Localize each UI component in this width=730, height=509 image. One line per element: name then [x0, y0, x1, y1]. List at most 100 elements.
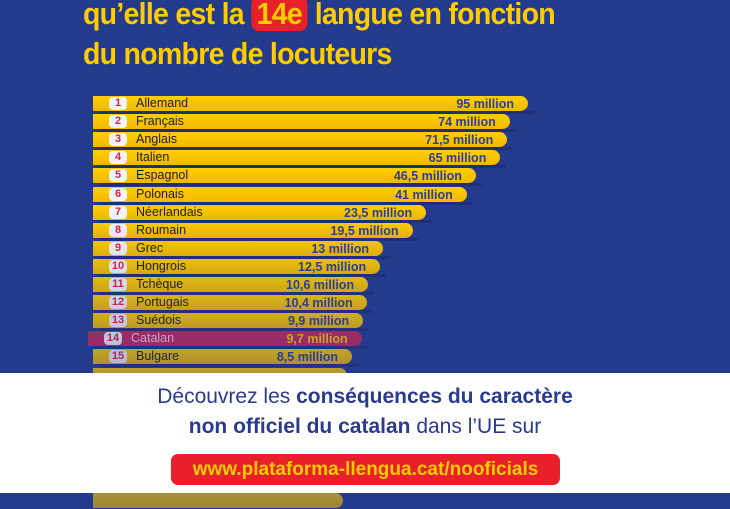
language-label: Néerlandais: [136, 204, 203, 219]
row-underline: [99, 183, 482, 187]
language-label: Français: [136, 114, 184, 129]
rank-badge: 12: [109, 296, 127, 310]
bar: [93, 493, 343, 508]
bar: [93, 132, 508, 148]
bar: [93, 349, 352, 365]
footer-line-1: Découvrez les conséquences du caractère: [0, 385, 730, 409]
value-label: 65 million: [428, 151, 487, 166]
language-label: Hongrois: [136, 258, 187, 273]
rank-badge: 10: [109, 259, 127, 273]
rank-highlight: 14e: [251, 0, 308, 31]
row-underline: [99, 328, 370, 332]
bar: [93, 204, 427, 220]
row-underline: [99, 255, 389, 259]
chart-row: 12 Portugais 10,4 million: [93, 295, 373, 314]
value-label: 12,5 million: [298, 259, 367, 274]
chart-row: 14 Catalan 9,7 million: [88, 331, 368, 350]
value-label: 9,9 million: [287, 314, 350, 329]
value-label: 23,5 million: [344, 205, 413, 220]
value-label: 71,5 million: [425, 133, 494, 148]
bar: [93, 295, 367, 311]
row-underline: [99, 273, 387, 277]
chart-row: 2 Français 74 million: [93, 114, 516, 133]
bar: [93, 222, 413, 238]
language-label: Allemand: [136, 96, 189, 110]
bar: [93, 168, 476, 184]
language-label: Bulgare: [136, 349, 180, 364]
chart-row: 10 Hongrois 12,5 million: [93, 258, 387, 277]
footer-line-2: non officiel du catalan dans l’UE sur: [0, 415, 730, 439]
bar: [93, 258, 381, 274]
rank-badge: 6: [109, 187, 127, 201]
bar: [88, 331, 362, 347]
chart-row: 3 Anglais 71,5 million: [93, 132, 514, 151]
value-label: 41 million: [395, 187, 453, 202]
row-underline: [99, 201, 473, 205]
chart-row: 5 Espagnol 46,5 million: [93, 168, 482, 187]
bar: [93, 114, 510, 130]
language-label: Catalan: [131, 331, 175, 346]
language-label: Tchèque: [136, 277, 184, 291]
row-underline: [99, 129, 516, 133]
bar: [93, 240, 383, 256]
language-label: Polonais: [136, 186, 184, 201]
chart-row: 7 Néerlandais 23,5 million: [93, 204, 433, 223]
chart-row: 1 Allemand 95 million: [93, 96, 534, 114]
rank-badge: 7: [109, 205, 127, 219]
rank-badge: 9: [109, 241, 127, 255]
footer-text-bold: non officiel du catalan: [188, 415, 411, 438]
bar: [93, 313, 364, 329]
rank-badge: 3: [109, 133, 127, 147]
footer-text: Découvrez les: [157, 385, 291, 408]
language-label: Grec: [136, 240, 164, 255]
footer-text: dans l’UE sur: [416, 415, 542, 438]
value-label: 10,6 million: [286, 278, 355, 292]
language-label: Roumain: [136, 222, 187, 237]
footer-text-bold: conséquences du caractère: [296, 385, 573, 408]
bar: [93, 150, 501, 166]
row-underline: [99, 219, 433, 223]
chart-row: 15 Bulgare 8,5 million: [93, 349, 358, 368]
value-label: 10,4 million: [284, 296, 353, 311]
website-link[interactable]: www.plataforma-llengua.cat/nooficials: [171, 454, 560, 485]
bar: [93, 186, 467, 202]
row-underline: [99, 237, 419, 241]
row-underline: [99, 147, 514, 151]
rank-badge: 11: [109, 278, 127, 291]
value-label: 9,7 million: [286, 332, 348, 347]
value-label: 13 million: [311, 241, 369, 256]
chart-row-partial: [93, 493, 343, 509]
rank-badge: 1: [109, 97, 127, 110]
language-label: Italien: [136, 150, 170, 165]
value-label: 46,5 million: [393, 169, 462, 184]
row-underline: [99, 364, 358, 368]
chart-row: 13 Suédois 9,9 million: [93, 313, 370, 332]
rank-badge: 15: [109, 350, 127, 364]
language-label: Portugais: [136, 295, 189, 310]
language-label: Suédois: [136, 313, 182, 328]
value-label: 19,5 million: [330, 223, 399, 238]
row-underline: [99, 292, 375, 295]
rank-badge: 5: [109, 169, 127, 183]
rank-badge: 13: [109, 314, 127, 328]
row-underline: [99, 310, 373, 314]
row-underline: [99, 111, 534, 114]
value-label: 8,5 million: [276, 350, 338, 365]
language-label: Anglais: [136, 132, 177, 147]
bar: [93, 277, 369, 292]
chart-row: 8 Roumain 19,5 million: [93, 222, 419, 241]
language-label: Espagnol: [136, 168, 189, 183]
chart-row: 4 Italien 65 million: [93, 150, 507, 169]
rank-badge: 8: [109, 223, 127, 237]
chart-row: 9 Grec 13 million: [93, 240, 389, 259]
headline-line-1: qu’elle est la 14e langue en fonction: [83, 0, 556, 32]
value-label: 95 million: [456, 97, 514, 111]
chart-row: 6 Polonais 41 million: [93, 186, 473, 205]
row-underline: [94, 346, 368, 350]
chart-row: 11 Tchèque 10,6 million: [93, 277, 375, 295]
rank-badge: 14: [104, 332, 122, 346]
value-label: 74 million: [438, 115, 496, 130]
rank-badge: 2: [109, 115, 127, 129]
footer-band: Découvrez les conséquences du caractère …: [0, 373, 730, 493]
